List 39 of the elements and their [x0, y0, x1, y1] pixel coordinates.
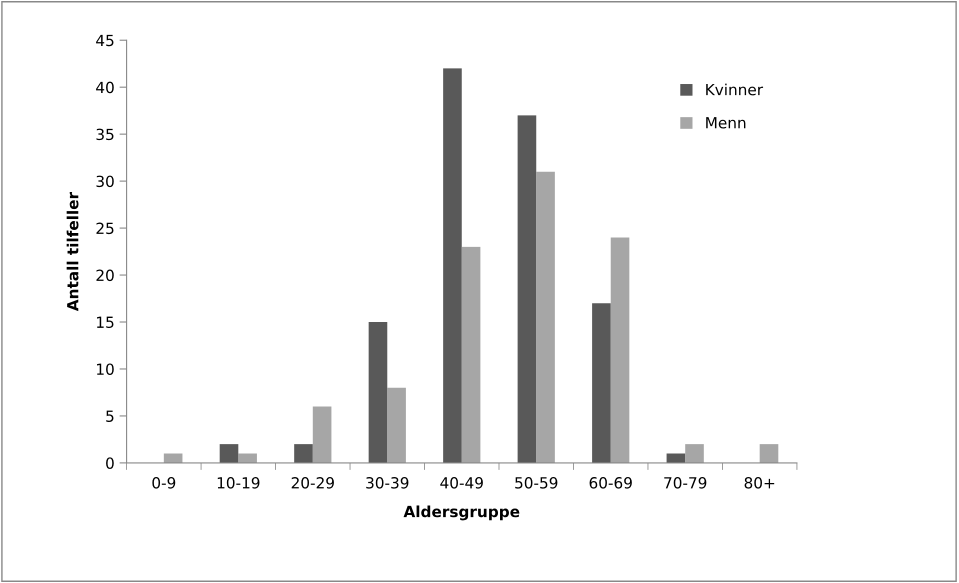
y-tick-label: 45 — [96, 34, 114, 46]
bar — [294, 444, 313, 463]
bar — [164, 454, 182, 463]
y-tick-label: 35 — [96, 128, 114, 140]
x-tick-label: 50-59 — [515, 477, 558, 489]
bar — [220, 444, 238, 463]
bar — [387, 388, 406, 463]
y-tick-label: 25 — [96, 222, 114, 234]
bar — [238, 454, 257, 463]
x-tick-label: 60-69 — [590, 477, 632, 489]
x-tick-label: 80+ — [744, 477, 774, 489]
bar — [610, 237, 630, 463]
y-tick-label: 10 — [97, 363, 114, 375]
bar — [685, 444, 704, 463]
y-tick-label: 20 — [96, 270, 114, 282]
x-tick-label: 0-9 — [152, 477, 176, 489]
x-tick-label: 30-39 — [366, 477, 408, 489]
bar — [443, 68, 462, 463]
bar — [760, 444, 778, 463]
x-tick-label: 10-19 — [218, 477, 260, 489]
bar — [462, 246, 480, 463]
x-axis-title: Aldersgruppe — [404, 505, 520, 520]
bar — [592, 303, 611, 463]
x-tick-label: 40-49 — [440, 477, 483, 489]
y-tick-label: 15 — [97, 316, 114, 328]
y-axis-title: Antall tilfeller — [66, 192, 78, 312]
legend-label: Kvinner — [706, 84, 764, 96]
bar — [536, 172, 555, 463]
x-tick-label: 20-29 — [292, 477, 334, 489]
x-tick-label: 70-79 — [664, 477, 706, 489]
legend-label: Menn — [706, 117, 746, 129]
bar — [312, 406, 332, 463]
y-tick-label: 40 — [96, 82, 114, 94]
bar — [518, 115, 536, 463]
y-tick-label: 0 — [106, 457, 114, 469]
y-tick-label: 30 — [96, 176, 114, 188]
y-tick-label: 5 — [106, 410, 114, 422]
bar — [666, 454, 686, 463]
bar — [368, 322, 388, 463]
